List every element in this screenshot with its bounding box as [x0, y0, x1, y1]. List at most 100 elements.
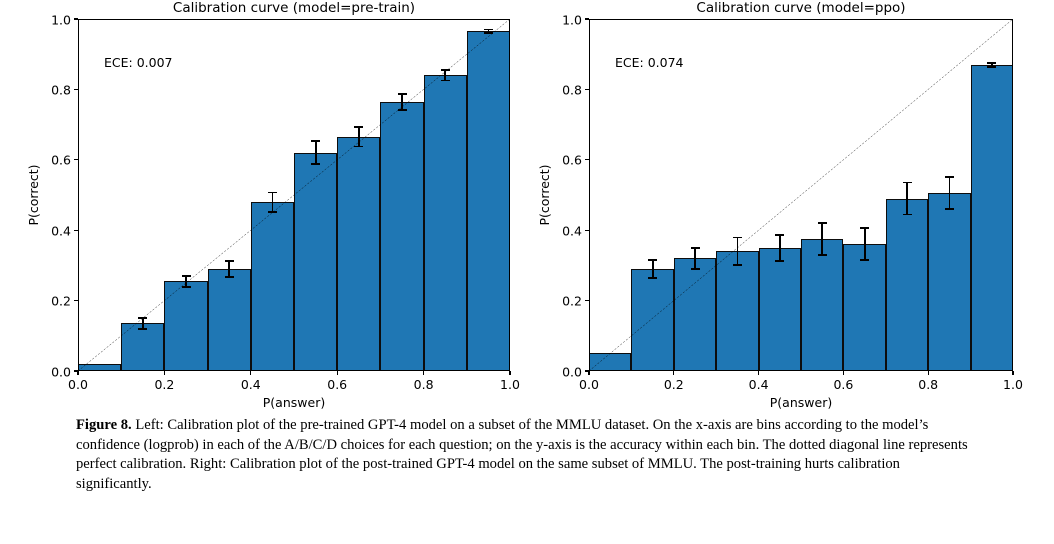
x-tick [842, 371, 844, 375]
x-tick-label: 0.2 [154, 377, 175, 392]
y-tick-label: 0.2 [562, 293, 582, 309]
error-bar-stem [314, 140, 317, 166]
error-bar-cap-top [775, 233, 785, 236]
y-tick-label: 0.4 [51, 223, 71, 239]
error-bar-cap-top [648, 259, 658, 261]
error-bar-cap-top [224, 260, 234, 262]
error-bar-cap-top [987, 61, 997, 64]
error-bar-cap-bottom [354, 145, 364, 148]
error-bar-cap-bottom [648, 276, 658, 279]
x-tick-label: 0.8 [918, 377, 939, 392]
y-tick-label: 0.8 [562, 82, 582, 98]
chart-title-left: Calibration curve (model=pre-train) [172, 0, 416, 16]
y-tick [585, 18, 589, 20]
error-bar-stem [444, 69, 447, 82]
y-tick-label: 0.6 [562, 152, 582, 168]
error-bar-cap-bottom [224, 275, 234, 278]
error-bar-cap-bottom [944, 208, 954, 211]
x-tick [163, 371, 165, 375]
y-tick [585, 88, 589, 90]
error-bar-cap-top [817, 222, 827, 224]
y-tick-label: 0.6 [51, 152, 71, 168]
x-tick [1012, 371, 1014, 375]
y-tick-label: 0.0 [51, 364, 71, 380]
ece-annotation-right: ECE: 0.074 [615, 55, 684, 70]
error-bar-stem [141, 317, 144, 330]
error-bar-cap-bottom [397, 108, 407, 111]
error-bar-cap-top [690, 247, 700, 249]
error-bar-cap-bottom [860, 259, 870, 262]
error-bar-cap-top [732, 236, 742, 239]
error-bar-cap-top [902, 181, 912, 184]
error-bar-stem [651, 259, 654, 279]
x-tick [509, 371, 511, 375]
chart-title-right: Calibration curve (model=ppo) [696, 0, 906, 16]
errorbars-layer-left [78, 19, 510, 371]
error-bar-cap-bottom [440, 79, 450, 82]
y-tick [585, 370, 589, 372]
error-bar-stem [185, 274, 187, 288]
y-tick [74, 370, 78, 372]
figure-area: Calibration curve (model=pre-train) ECE:… [0, 0, 1054, 410]
figure-caption: Figure 8. Left: Calibration plot of the … [76, 416, 978, 494]
y-tick-label: 0.8 [51, 82, 71, 98]
error-bar-cap-top [483, 28, 493, 31]
y-tick [74, 229, 78, 231]
y-tick [74, 18, 78, 20]
axis-spine-left-r [508, 19, 510, 371]
y-tick-label: 0.4 [562, 223, 582, 239]
x-tick-label: 0.6 [833, 377, 854, 392]
error-bar-cap-top [267, 191, 277, 194]
x-tick-label: 1.0 [1003, 377, 1023, 392]
axis-spine-left-b [78, 369, 510, 371]
error-bar-stem [357, 126, 360, 148]
x-axis-label-left: P(answer) [262, 395, 326, 410]
error-bar-cap-bottom [690, 267, 700, 270]
x-tick-label: 0.2 [663, 377, 684, 392]
error-bar-stem [778, 233, 781, 262]
x-tick [423, 371, 425, 375]
error-bar-cap-bottom [987, 65, 997, 68]
error-bar-cap-top [860, 227, 870, 230]
y-tick-label: 1.0 [51, 12, 71, 28]
error-bar-cap-bottom [817, 254, 827, 256]
error-bar-cap-bottom [311, 163, 321, 166]
x-tick [588, 371, 590, 375]
error-bar-stem [821, 222, 824, 256]
x-tick [758, 371, 760, 375]
plot-area-right: ECE: 0.074 0.0 0.2 0.4 0.6 0.8 1.0 0.0 0.2 0.4 0… [537, 12, 1023, 410]
error-bar-stem [990, 61, 993, 68]
figure-caption-prefix: Figure 8. [76, 417, 132, 433]
error-bar-stem [906, 181, 908, 216]
x-tick [77, 371, 79, 375]
error-bar-cap-bottom [775, 260, 785, 262]
axis-spine-right-t [589, 19, 1013, 21]
x-axis-label-right: P(answer) [769, 395, 833, 410]
x-tick-label: 0.8 [413, 377, 434, 392]
error-bar-stem [948, 176, 951, 211]
error-bar-cap-top [181, 274, 191, 277]
error-bar-stem [863, 227, 866, 262]
x-tick-label: 0.4 [240, 377, 261, 392]
errorbars-layer-right [589, 19, 1013, 371]
chart-panel-pre-train: Calibration curve (model=pre-train) ECE:… [0, 0, 527, 410]
x-tick [250, 371, 252, 375]
x-tick [927, 371, 929, 375]
chart-panel-ppo: Calibration curve (model=ppo) ECE: 0.074… [527, 0, 1054, 410]
x-tick-label: 0.0 [579, 377, 599, 392]
x-tick-label: 0.0 [68, 377, 88, 392]
ece-annotation-left: ECE: 0.007 [104, 55, 173, 70]
axis-spine-left-t [78, 19, 510, 21]
error-bar-cap-bottom [138, 328, 148, 330]
error-bar-stem [736, 236, 739, 267]
error-bar-cap-bottom [902, 213, 912, 216]
axis-spine-right-b [589, 369, 1013, 371]
error-bar-cap-top [354, 126, 364, 129]
y-tick [74, 159, 78, 161]
axis-spine-right-l [589, 19, 591, 371]
error-bar-stem [694, 247, 696, 270]
x-tick-label: 1.0 [500, 377, 520, 392]
x-tick-label: 0.4 [748, 377, 769, 392]
axis-spine-left-l [78, 19, 80, 371]
